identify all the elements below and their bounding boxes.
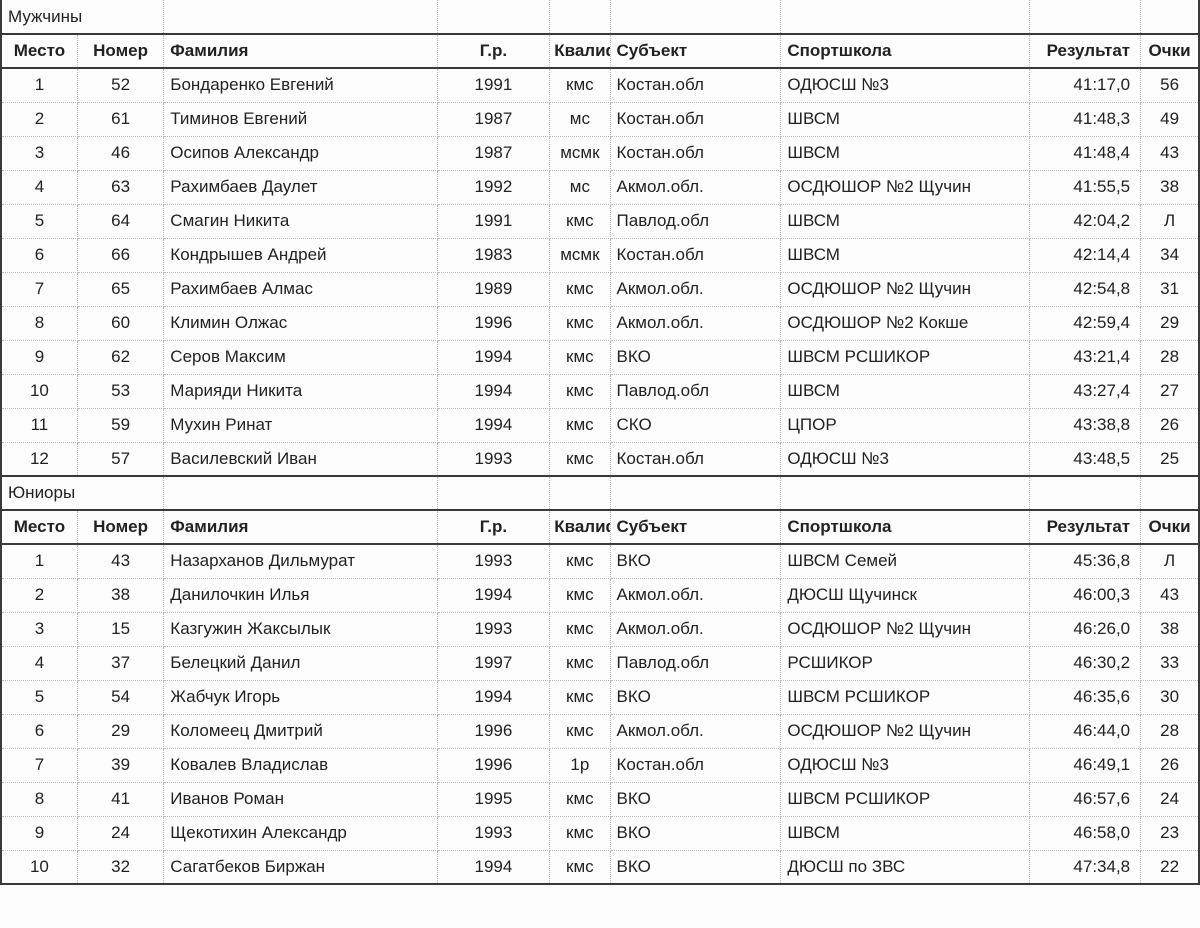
table-row: 238Данилочкин Илья1994кмсАкмол.обл.ДЮСШ … — [1, 578, 1199, 612]
cell-year: 1991 — [437, 68, 550, 102]
col-place: Место — [1, 510, 77, 544]
col-name: Фамилия — [164, 510, 437, 544]
cell-subject: Костан.обл — [610, 68, 781, 102]
table-row: 261Тиминов Евгений1987мсКостан.облШВСМ41… — [1, 102, 1199, 136]
cell-number: 52 — [77, 68, 163, 102]
cell-place: 1 — [1, 68, 77, 102]
table-row: 564Смагин Никита1991кмсПавлод.облШВСМ42:… — [1, 204, 1199, 238]
table-row: 1032Сагатбеков Биржан1994кмсВКОДЮСШ по З… — [1, 850, 1199, 884]
col-qual: Квалиф — [550, 510, 610, 544]
col-result: Результат — [1029, 34, 1141, 68]
col-points: Очки — [1141, 510, 1199, 544]
table-row: 739Ковалев Владислав19961рКостан.облОДЮС… — [1, 748, 1199, 782]
cell-points: 56 — [1141, 68, 1199, 102]
col-name: Фамилия — [164, 34, 437, 68]
table-row: 554Жабчук Игорь1994кмсВКОШВСМ РСШИКОР46:… — [1, 680, 1199, 714]
cell-qual: кмс — [550, 68, 610, 102]
table-row: 346Осипов Александр1987мсмкКостан.облШВС… — [1, 136, 1199, 170]
category-title: Юниоры — [1, 476, 164, 510]
table-row: 315Казгужин Жаксылык1993кмсАкмол.обл.ОСД… — [1, 612, 1199, 646]
section-juniors: Юниоры Место Номер Фамилия Г.р. Квалиф С… — [1, 476, 1199, 884]
table-row: 841Иванов Роман1995кмсВКОШВСМ РСШИКОР46:… — [1, 782, 1199, 816]
category-row: Юниоры — [1, 476, 1199, 510]
results-table: Мужчины Место Номер Фамилия Г.р. Квалиф … — [0, 0, 1200, 885]
table-row: 962Серов Максим1994кмсВКОШВСМ РСШИКОР43:… — [1, 340, 1199, 374]
table-row: 437Белецкий Данил1997кмсПавлод.облРСШИКО… — [1, 646, 1199, 680]
col-school: Спортшкола — [781, 510, 1029, 544]
col-qual: Квалиф — [550, 34, 610, 68]
cell-name: Бондаренко Евгений — [164, 68, 437, 102]
col-subject: Субъект — [610, 510, 781, 544]
table-row: 629Коломеец Дмитрий1996кмсАкмол.обл.ОСДЮ… — [1, 714, 1199, 748]
header-row: Место Номер Фамилия Г.р. Квалиф Субъект … — [1, 510, 1199, 544]
col-year: Г.р. — [437, 34, 550, 68]
table-row: 143Назарханов Дильмурат1993кмсВКОШВСМ Се… — [1, 544, 1199, 578]
table-row: 860Климин Олжас1996кмсАкмол.обл.ОСДЮШОР … — [1, 306, 1199, 340]
col-result: Результат — [1029, 510, 1141, 544]
cell-school: ОДЮСШ №3 — [781, 68, 1029, 102]
table-row: 666Кондрышев Андрей1983мсмкКостан.облШВС… — [1, 238, 1199, 272]
table-row: 1257Василевский Иван1993кмсКостан.облОДЮ… — [1, 442, 1199, 476]
col-place: Место — [1, 34, 77, 68]
table-row: 1159Мухин Ринат1994кмсСКОЦПОР43:38,826 — [1, 408, 1199, 442]
col-number: Номер — [77, 34, 163, 68]
header-row: Место Номер Фамилия Г.р. Квалиф Субъект … — [1, 34, 1199, 68]
col-school: Спортшкола — [781, 34, 1029, 68]
col-subject: Субъект — [610, 34, 781, 68]
category-title: Мужчины — [1, 0, 164, 34]
section-men: Мужчины Место Номер Фамилия Г.р. Квалиф … — [1, 0, 1199, 476]
table-row: 152Бондаренко Евгений1991кмсКостан.облОД… — [1, 68, 1199, 102]
table-row: 765Рахимбаев Алмас1989кмсАкмол.обл.ОСДЮШ… — [1, 272, 1199, 306]
cell-result: 41:17,0 — [1029, 68, 1141, 102]
table-row: 463Рахимбаев Даулет1992мсАкмол.обл.ОСДЮШ… — [1, 170, 1199, 204]
table-row: 1053Марияди Никита1994кмсПавлод.облШВСМ4… — [1, 374, 1199, 408]
col-year: Г.р. — [437, 510, 550, 544]
col-number: Номер — [77, 510, 163, 544]
table-row: 924Щекотихин Александр1993кмсВКОШВСМ46:5… — [1, 816, 1199, 850]
category-row: Мужчины — [1, 0, 1199, 34]
col-points: Очки — [1141, 34, 1199, 68]
